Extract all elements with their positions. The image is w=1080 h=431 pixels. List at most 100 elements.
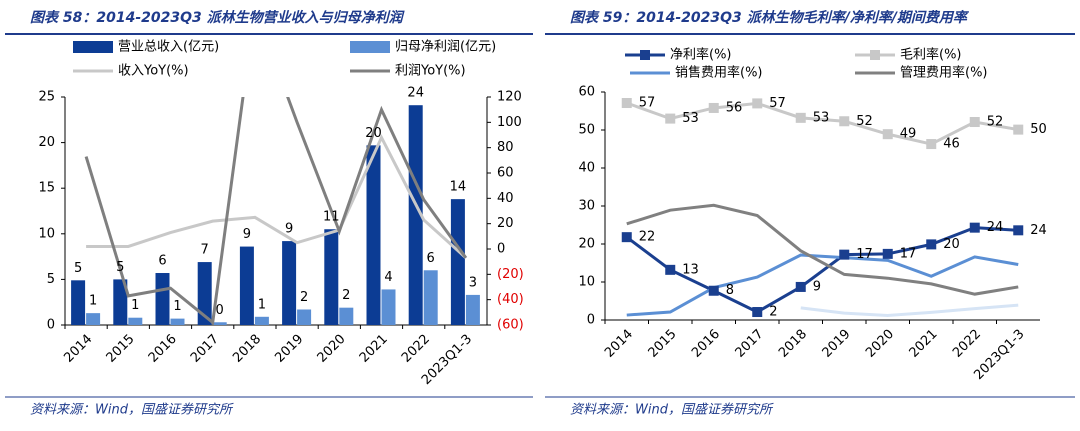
x-tick-label: 2018 — [776, 327, 810, 361]
data-label: 50 — [1030, 122, 1047, 137]
x-tick-label: 2014 — [602, 327, 636, 361]
bar — [297, 309, 312, 325]
x-tick-label: 2019 — [820, 327, 854, 361]
marker — [665, 113, 676, 124]
y2-tick-label: 60 — [497, 166, 514, 181]
data-label: 4 — [384, 270, 392, 285]
legend-marker — [870, 50, 880, 60]
data-label: 13 — [682, 262, 699, 277]
bar — [366, 145, 381, 325]
bar — [128, 317, 143, 325]
x-tick-label: 2020 — [863, 327, 897, 361]
bar — [86, 313, 101, 325]
line — [626, 253, 1019, 317]
y-tick-label: 5 — [47, 272, 55, 287]
legend-label: 净利率(%) — [670, 47, 732, 63]
data-label: 56 — [726, 100, 743, 115]
x-tick-label: 2017 — [733, 327, 767, 361]
bar — [408, 105, 423, 325]
line — [84, 97, 468, 325]
y-tick-label: 40 — [578, 161, 595, 176]
data-label: 9 — [813, 279, 821, 294]
marker — [752, 307, 763, 318]
marker — [969, 222, 980, 233]
bar — [212, 322, 227, 325]
data-label: 24 — [987, 220, 1004, 235]
data-label: 0 — [216, 303, 224, 318]
plot — [71, 97, 480, 325]
data-label: 9 — [243, 227, 251, 242]
legend-marker — [640, 50, 650, 60]
legend-label: 管理费用率(%) — [900, 65, 988, 81]
source: 资料来源：Wind，国盛证券研究所 — [30, 402, 234, 418]
data-label: 53 — [813, 110, 830, 125]
data-label: 46 — [943, 137, 960, 152]
marker — [839, 116, 850, 127]
x-tick-label: 2017 — [188, 332, 222, 366]
data-label: 17 — [856, 247, 873, 262]
y-tick-label: 0 — [47, 318, 55, 333]
y2-tick-label: 80 — [497, 140, 514, 155]
data-label: 1 — [131, 298, 139, 313]
legend-label: 收入YoY(%) — [118, 64, 189, 79]
marker — [839, 249, 850, 260]
marker — [795, 112, 806, 123]
source: 资料来源：Wind，国盛证券研究所 — [570, 402, 774, 418]
legend-swatch — [73, 41, 113, 53]
chart-title: 图表 59：2014-2023Q3 派林生物毛利率/净利率/期间费用率 — [570, 9, 970, 26]
data-label: 52 — [987, 115, 1004, 130]
line — [800, 303, 1019, 317]
data-label: 57 — [639, 96, 656, 111]
line — [626, 203, 1019, 296]
bar — [282, 241, 297, 325]
data-label: 24 — [407, 86, 424, 101]
marker — [665, 264, 676, 275]
bar — [381, 289, 396, 325]
data-label: 2 — [300, 290, 308, 305]
legend-label: 归母净利润(亿元) — [395, 40, 496, 55]
marker — [926, 239, 937, 250]
bar — [239, 246, 254, 325]
data-label: 14 — [450, 180, 467, 195]
marker — [1013, 124, 1024, 135]
bar — [339, 307, 354, 325]
marker — [621, 98, 632, 109]
y-tick-label: 10 — [578, 275, 595, 290]
x-tick-label: 2016 — [689, 327, 723, 361]
bar — [197, 262, 212, 325]
y-tick-label: 30 — [578, 199, 595, 214]
x-tick-label: 2015 — [104, 332, 138, 366]
bar — [170, 318, 185, 325]
legend-swatch — [350, 41, 390, 53]
x-tick-label: 2015 — [646, 327, 680, 361]
marker — [708, 285, 719, 296]
x-tick-label: 2022 — [399, 332, 433, 366]
data-label: 11 — [323, 210, 340, 225]
line — [625, 226, 1019, 314]
y-tick-label: 60 — [578, 85, 595, 100]
legend-label: 毛利率(%) — [900, 47, 962, 63]
data-label: 20 — [943, 237, 960, 252]
y2-tick-label: (40) — [497, 292, 524, 307]
y2-tick-label: (20) — [497, 267, 524, 282]
marker — [969, 117, 980, 128]
data-label: 57 — [769, 96, 786, 111]
marker — [1013, 225, 1024, 236]
legend-label: 利润YoY(%) — [395, 64, 466, 79]
marker — [882, 129, 893, 140]
y-tick-label: 50 — [578, 123, 595, 138]
data-label: 1 — [258, 297, 266, 312]
data-label: 2 — [769, 305, 777, 320]
y-tick-label: 20 — [38, 135, 55, 150]
y2-tick-label: 100 — [497, 115, 522, 130]
line — [626, 101, 1019, 146]
data-label: 20 — [365, 126, 382, 141]
marker — [882, 248, 893, 259]
y-tick-label: 15 — [38, 181, 55, 196]
y2-tick-label: 20 — [497, 216, 514, 231]
y2-tick-label: 40 — [497, 191, 514, 206]
x-tick-label: 2019 — [272, 332, 306, 366]
marker — [708, 102, 719, 113]
